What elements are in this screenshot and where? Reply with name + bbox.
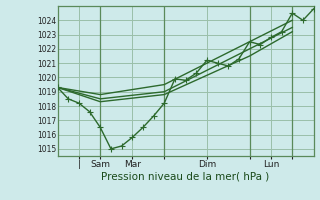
X-axis label: Pression niveau de la mer( hPa ): Pression niveau de la mer( hPa ) xyxy=(101,172,270,182)
